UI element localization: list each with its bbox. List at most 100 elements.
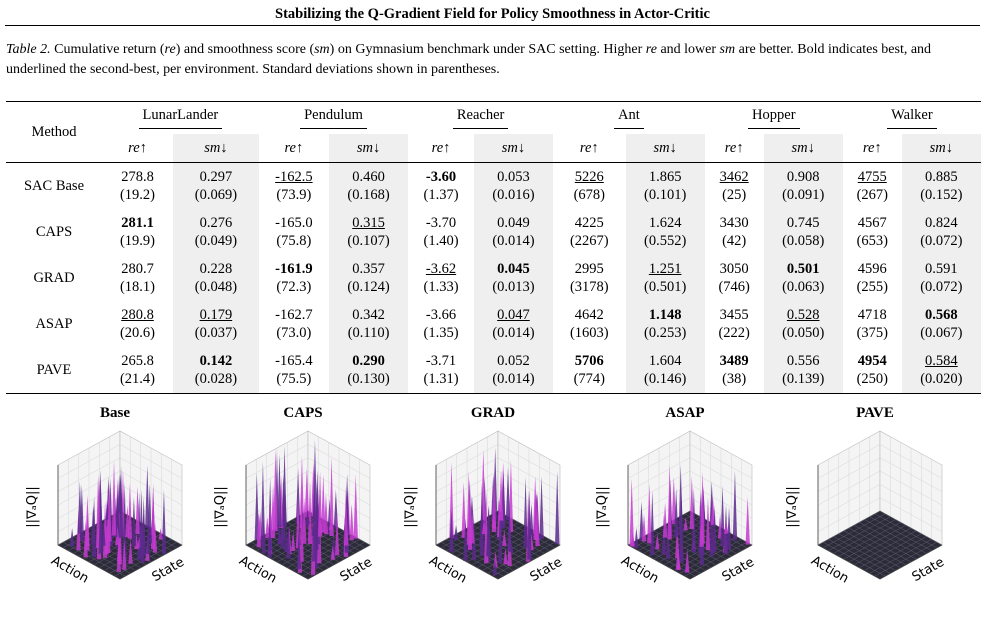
gradient-spike <box>329 457 334 537</box>
gradient-spike <box>498 501 503 563</box>
cell-value: 4567 <box>857 215 887 231</box>
gradient-spike <box>261 520 266 554</box>
gradient-spike <box>508 459 514 532</box>
axis-edge <box>307 544 371 580</box>
mesh-line <box>874 541 937 577</box>
table-cell: 0.053 (0.016) <box>473 162 554 209</box>
axis-edge <box>817 544 881 580</box>
metric-re-header: re↑ <box>408 134 474 163</box>
cell-std: (746) <box>718 279 750 295</box>
gradient-spike <box>77 481 83 534</box>
table-row: GRAD 280.7 (18.1) 0.228 (0.048) -161.9 (72.3) 0… <box>6 255 981 301</box>
gradient-spike <box>463 517 468 562</box>
table-cell: 265.8 (21.4) <box>102 347 173 394</box>
table-cell: 4642 (1603) <box>553 301 625 347</box>
gradient-spike <box>334 513 340 556</box>
table-cell: 4596 (255) <box>843 255 902 301</box>
gradient-spike <box>125 505 130 538</box>
gradient-spike <box>158 528 163 540</box>
cell-std: (678) <box>573 187 605 203</box>
gradient-spike <box>321 474 326 533</box>
cell-value: 1.251 <box>648 261 682 277</box>
gradient-spike <box>720 485 725 547</box>
gradient-spike <box>683 516 688 531</box>
table-cell: 1.251 (0.501) <box>625 255 705 301</box>
table-cell: -162.5 (73.9) <box>259 163 329 210</box>
table-cell: 281.1 (19.9) <box>102 209 173 255</box>
cell-value: 0.908 <box>786 169 820 185</box>
table-cell: 0.908 (0.091) <box>763 162 843 209</box>
cell-std: (2267) <box>569 233 609 249</box>
grid-line <box>497 444 561 479</box>
gradient-spike <box>555 471 560 545</box>
gradient-spike <box>307 481 313 545</box>
cell-std: (0.107) <box>347 233 390 249</box>
gradient-spike <box>492 560 498 575</box>
axis-edge <box>119 544 183 580</box>
cell-value: 0.501 <box>786 261 820 277</box>
table-cell: 0.290 (0.130) <box>328 347 409 394</box>
env-header: Hopper <box>704 101 843 134</box>
gradient-spike <box>282 488 287 526</box>
table-cell: 3455 (222) <box>705 301 764 347</box>
gradient-spike <box>732 470 738 541</box>
env-header-label: Reacher <box>452 107 509 129</box>
axis-edge <box>689 544 753 580</box>
table-cell: 0.501 (0.063) <box>763 255 843 301</box>
gradient-spike <box>481 517 487 535</box>
cell-value: -3.66 <box>425 307 457 323</box>
cell-std: (1.35) <box>423 325 459 341</box>
table-cell: 4954 (250) <box>843 347 902 394</box>
env-header-label: Hopper <box>748 107 800 129</box>
table-cell: 4718 (375) <box>843 301 902 347</box>
cell-std: (1603) <box>569 325 609 341</box>
cell-value: 3050 <box>719 261 749 277</box>
cell-std: (0.146) <box>643 371 687 387</box>
gradient-spike <box>122 482 127 563</box>
cell-value: 5706 <box>574 353 604 369</box>
table-cell: 0.047 (0.014) <box>473 301 554 347</box>
cell-std: (18.1) <box>119 279 156 295</box>
cell-std: (0.020) <box>920 371 963 387</box>
cell-value: 0.745 <box>786 215 820 231</box>
gradient-spike <box>505 467 511 521</box>
cell-value: 0.142 <box>199 353 233 369</box>
table-row: SAC Base 278.8 (19.2) 0.297 (0.069) -162.5 (73… <box>6 162 981 210</box>
gradient-spike <box>675 524 680 558</box>
table-cell: 1.604 (0.146) <box>625 347 705 394</box>
gradient-spike <box>128 537 133 564</box>
cell-std: (0.049) <box>194 233 238 249</box>
method-cell: GRAD <box>33 270 75 286</box>
title-rule <box>5 25 980 26</box>
panel-title: ASAP <box>665 405 705 421</box>
gradient-spike <box>311 483 317 562</box>
cell-std: (0.067) <box>920 325 963 341</box>
cell-value: -3.71 <box>425 353 457 369</box>
cell-value: 0.824 <box>925 215 958 231</box>
surface-plot: ||∇ₐQ||Action State <box>785 430 947 587</box>
caption-text-3: ) on Gymnasium benchmark under SAC setti… <box>329 42 646 57</box>
gradient-spike <box>330 545 336 560</box>
header-metric-row: re↑ sm↓ re↑ sm↓ re↑ sm↓ re↑ sm↓ re↑ sm↓ re↑ sm↓ <box>6 134 981 163</box>
cell-value: 3489 <box>719 353 749 369</box>
gradient-spike <box>98 478 103 554</box>
surface-plot-panel: GRAD ||∇ₐQ|| Action State <box>398 405 588 605</box>
gradient-spike <box>523 476 528 548</box>
cell-value: 3430 <box>719 215 749 231</box>
gradient-spike <box>323 493 329 535</box>
cell-std: (19.2) <box>119 187 156 203</box>
cell-std: (774) <box>573 371 605 387</box>
gradient-spike <box>299 455 305 528</box>
cell-value: 4954 <box>857 353 887 369</box>
cell-std: (0.028) <box>194 371 238 387</box>
panel-title: Base <box>100 405 130 421</box>
gradient-spike <box>662 502 668 538</box>
table-cell: -161.9 (72.3) <box>259 255 329 301</box>
cell-value: 0.315 <box>352 215 385 231</box>
gradient-spike <box>277 527 282 545</box>
table-cell: 0.357 (0.124) <box>328 255 409 301</box>
gradient-spike <box>349 503 354 541</box>
cell-std: (0.072) <box>920 233 963 249</box>
axis-edge <box>879 544 943 580</box>
gradient-spike <box>317 471 323 537</box>
